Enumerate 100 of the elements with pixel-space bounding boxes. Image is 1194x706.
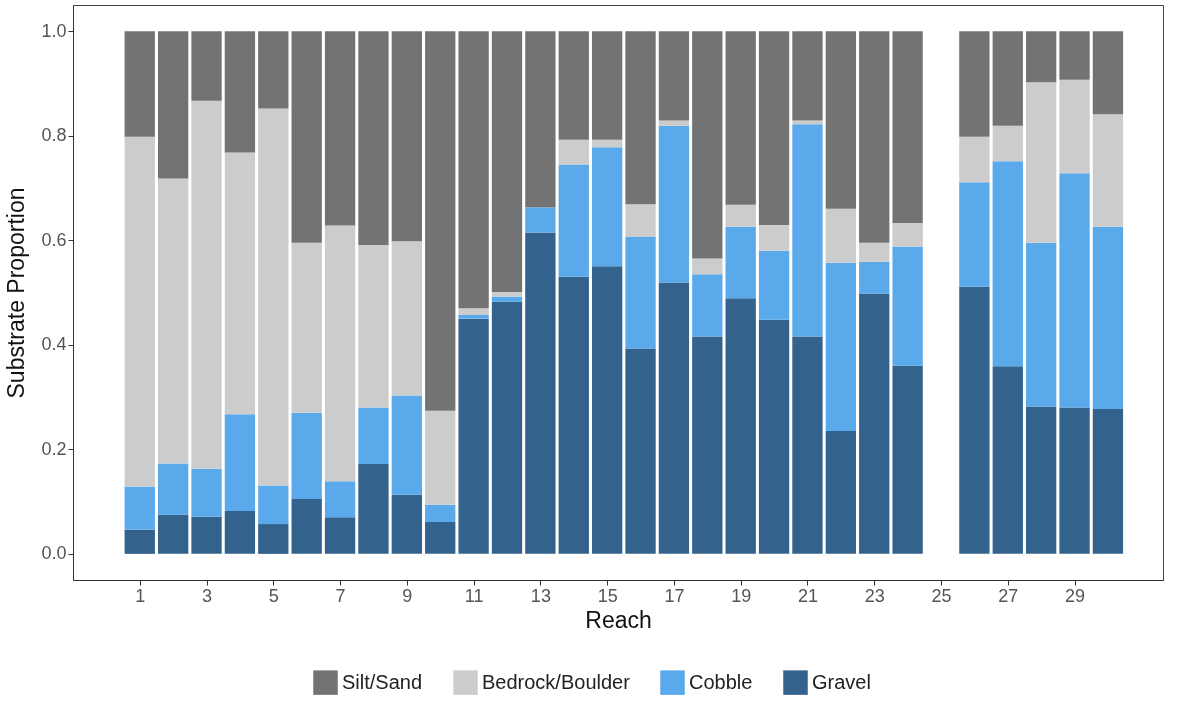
bar [1092, 114, 1124, 227]
bar [1059, 31, 1090, 80]
bar [324, 517, 356, 554]
bar [1059, 79, 1090, 174]
bar [692, 336, 723, 554]
bar [324, 225, 356, 482]
bar [1025, 82, 1057, 243]
x-tick-label: 19 [731, 585, 752, 606]
bar [658, 120, 690, 126]
bar [191, 516, 222, 554]
bar [224, 414, 256, 511]
bar [625, 31, 656, 205]
bar [191, 100, 222, 469]
bar [725, 31, 756, 205]
bar [491, 291, 523, 297]
bar [859, 261, 890, 294]
x-tick-label: 17 [664, 585, 685, 606]
bar [959, 182, 990, 287]
bar [258, 31, 289, 109]
bar [224, 31, 256, 153]
bar [558, 31, 589, 140]
bar [1092, 409, 1124, 554]
bar [124, 486, 155, 530]
bar [525, 232, 556, 554]
bar [224, 152, 256, 415]
bar [758, 250, 790, 320]
bar [792, 336, 823, 554]
x-tick-label: 13 [530, 585, 551, 606]
legend-label: Gravel [812, 670, 871, 693]
bar [491, 31, 523, 292]
bar [1092, 226, 1124, 410]
bar [291, 31, 322, 243]
bar [792, 31, 823, 121]
x-tick-label: 9 [402, 585, 413, 606]
bar [391, 494, 422, 554]
bar [959, 136, 990, 183]
bar [992, 31, 1023, 126]
y-tick-label: 0.8 [41, 125, 67, 146]
bar [725, 298, 756, 554]
bar [992, 366, 1023, 554]
bar [458, 308, 489, 315]
bar [892, 365, 923, 554]
x-tick-label: 25 [931, 585, 952, 606]
x-tick-label: 29 [1065, 585, 1086, 606]
bar [725, 204, 756, 227]
x-tick-label: 5 [268, 585, 279, 606]
bar [258, 524, 289, 554]
x-tick-label: 27 [998, 585, 1019, 606]
bar [525, 31, 556, 208]
bar [458, 314, 489, 319]
bar [358, 31, 389, 245]
x-tick-label: 7 [335, 585, 346, 606]
bar [859, 242, 890, 262]
bar [658, 31, 690, 121]
bar [1025, 242, 1057, 407]
bar [258, 108, 289, 486]
bar [692, 31, 723, 259]
bar [992, 161, 1023, 367]
bar [825, 262, 857, 432]
bar [358, 407, 389, 464]
bar [658, 282, 690, 554]
y-tick-label: 0.0 [41, 543, 67, 564]
bar [758, 225, 790, 251]
bar [1092, 31, 1124, 115]
bar [825, 431, 857, 554]
bar [124, 136, 155, 487]
bar [291, 412, 322, 499]
bar [191, 468, 222, 517]
bar [324, 31, 356, 226]
bar [324, 481, 356, 518]
bar [1025, 406, 1057, 554]
bar [625, 236, 656, 349]
bar [491, 301, 523, 554]
bar [892, 246, 923, 366]
bar [358, 244, 389, 408]
bar [625, 348, 656, 554]
bar [892, 31, 923, 223]
bar [558, 139, 589, 165]
bar [425, 521, 456, 554]
bar [591, 266, 623, 554]
bar [124, 529, 155, 554]
bar [224, 511, 256, 554]
y-axis-title: Substrate Proportion [3, 187, 30, 399]
bar [859, 31, 890, 243]
bar [758, 31, 790, 226]
bar [358, 463, 389, 554]
bar [391, 31, 422, 242]
bar [258, 485, 289, 525]
bar [825, 31, 857, 209]
bar [1059, 173, 1090, 408]
x-tick-label: 23 [864, 585, 885, 606]
bar [825, 208, 857, 263]
bar [892, 222, 923, 247]
bar [425, 31, 456, 411]
bar [558, 164, 589, 277]
bar [558, 276, 589, 554]
bar [992, 125, 1023, 162]
y-tick-label: 1.0 [41, 20, 67, 41]
bar [591, 147, 623, 267]
bar [625, 204, 656, 237]
